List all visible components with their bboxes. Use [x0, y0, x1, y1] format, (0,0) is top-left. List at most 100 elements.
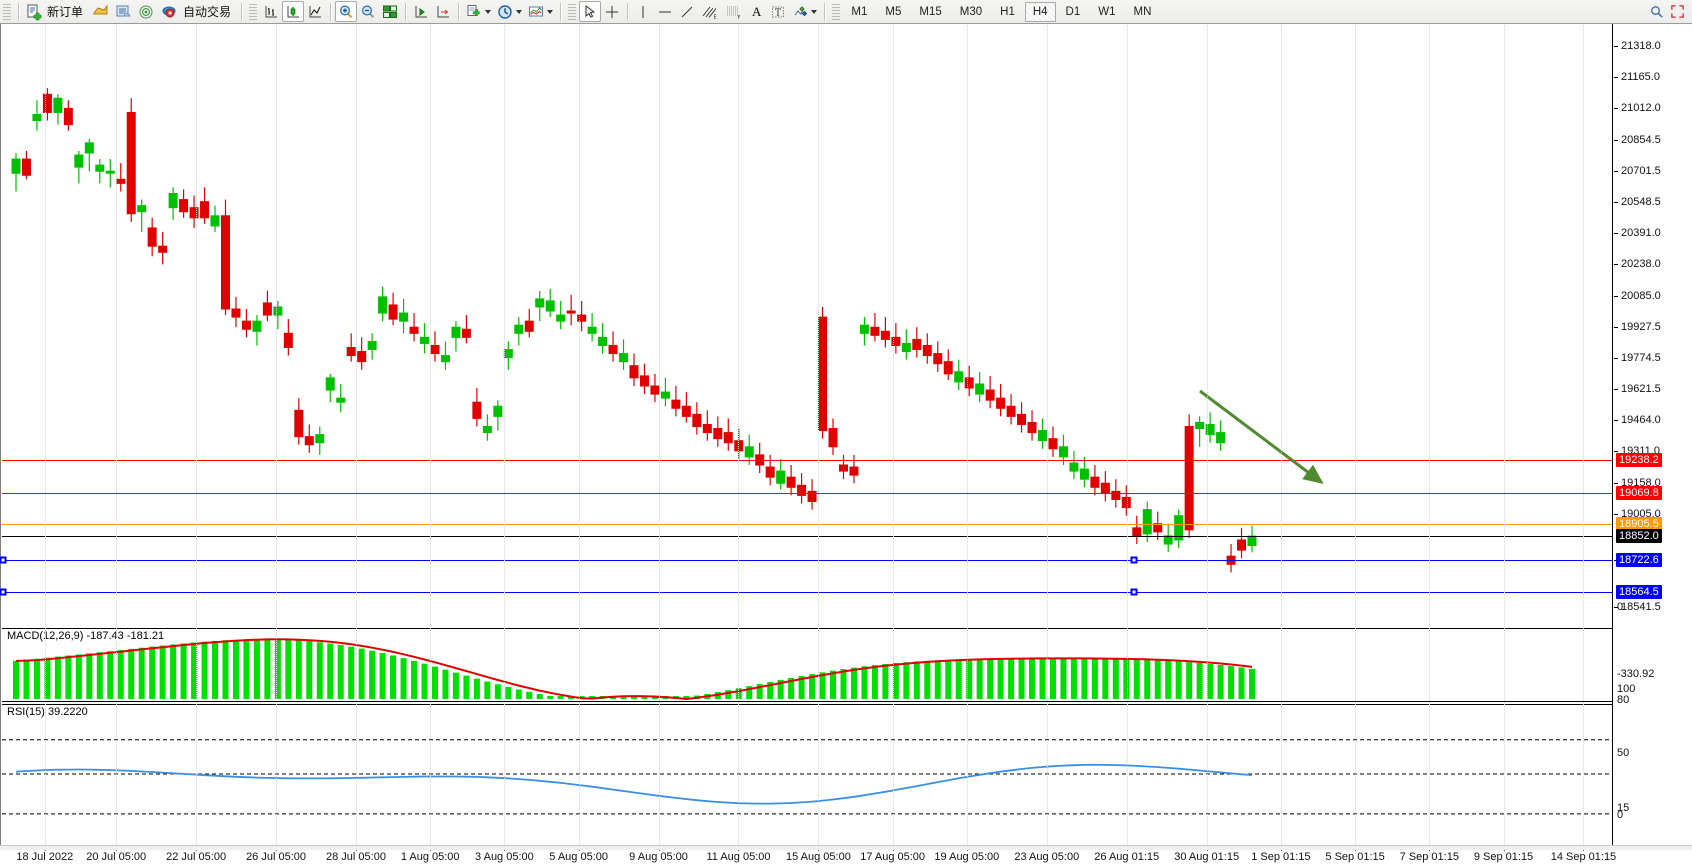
candle-body[interactable] — [964, 377, 974, 389]
timeframe-button-h4[interactable]: H4 — [1024, 1, 1056, 22]
candle-body[interactable] — [1247, 535, 1257, 547]
candle-body[interactable] — [776, 470, 786, 484]
candle-body[interactable] — [985, 389, 995, 401]
price-axis[interactable]: 21318.0 21165.0 21012.0 20854.5 20701.5 20548… — [1612, 24, 1692, 850]
candle-body[interactable] — [367, 340, 377, 351]
vertical-line-button[interactable] — [632, 1, 654, 22]
candle-body[interactable] — [95, 164, 105, 172]
candle-body[interactable] — [179, 199, 189, 213]
candle-body[interactable] — [807, 490, 817, 502]
templates-button[interactable] — [525, 1, 556, 22]
chart-shift-button[interactable] — [410, 1, 432, 22]
candle-body[interactable] — [828, 428, 838, 448]
candle-body[interactable] — [660, 391, 670, 399]
zoom-in-button[interactable] — [335, 1, 358, 22]
candle-body[interactable] — [241, 320, 251, 330]
rsi-pane[interactable]: RSI(15) 39.2220 — [2, 704, 1612, 846]
candle-body[interactable] — [577, 314, 587, 322]
candle-body[interactable] — [461, 328, 471, 338]
candle-body[interactable] — [786, 476, 796, 488]
price-line-resistance-1[interactable] — [2, 460, 1612, 461]
candle-body[interactable] — [1195, 421, 1205, 430]
candle-body[interactable] — [1090, 476, 1100, 488]
line-anchor-left[interactable] — [0, 588, 7, 596]
zoom-out-button[interactable] — [357, 1, 379, 22]
tile-windows-button[interactable] — [379, 1, 401, 22]
candle-body[interactable] — [493, 405, 503, 417]
timeframe-button-m30[interactable]: M30 — [959, 5, 983, 18]
candle-body[interactable] — [336, 397, 346, 403]
new-order-button[interactable]: 新订单 — [23, 1, 89, 22]
candle-body[interactable] — [420, 336, 430, 344]
candle-body[interactable] — [619, 353, 629, 363]
candle-body[interactable] — [273, 306, 283, 316]
candle-body[interactable] — [116, 178, 126, 184]
candle-body[interactable] — [765, 466, 775, 478]
data-window-button[interactable] — [112, 1, 135, 22]
candle-body[interactable] — [535, 298, 545, 308]
candle-body[interactable] — [503, 349, 513, 359]
candle-body[interactable] — [587, 326, 597, 334]
candle-body[interactable] — [304, 436, 314, 446]
candle-body[interactable] — [399, 312, 409, 322]
candle-body[interactable] — [294, 409, 304, 438]
candle-body[interactable] — [566, 310, 576, 314]
candle-body[interactable] — [545, 300, 555, 312]
candle-body[interactable] — [943, 361, 953, 375]
candle-body[interactable] — [409, 326, 419, 334]
candle-body[interactable] — [126, 111, 136, 215]
candle-body[interactable] — [1153, 523, 1163, 533]
candle-body[interactable] — [74, 154, 84, 168]
candle-body[interactable] — [954, 371, 964, 383]
price-line-resistance-2[interactable] — [2, 493, 1612, 494]
timeframe-button-h1[interactable]: H1 — [1000, 5, 1015, 18]
candle-body[interactable] — [859, 324, 869, 334]
candle-body[interactable] — [283, 332, 293, 348]
candle-body[interactable] — [1079, 468, 1089, 480]
candle-body[interactable] — [53, 97, 63, 113]
candle-body[interactable] — [440, 355, 450, 363]
price-level-tag-support-2[interactable]: 18564.5 — [1616, 585, 1662, 599]
candle-body[interactable] — [849, 466, 859, 476]
shapes-button[interactable] — [789, 1, 820, 22]
candle-body[interactable] — [168, 193, 178, 209]
line-anchor-right[interactable] — [1130, 588, 1138, 596]
candle-body[interactable] — [315, 434, 325, 444]
candle-body[interactable] — [1027, 421, 1037, 434]
candle-body[interactable] — [1237, 539, 1247, 551]
candle-body[interactable] — [639, 375, 649, 387]
candle-body[interactable] — [1058, 446, 1068, 458]
candle-body[interactable] — [252, 320, 262, 332]
candle-body[interactable] — [262, 302, 272, 316]
candle-body[interactable] — [11, 158, 21, 174]
candle-body[interactable] — [357, 351, 367, 363]
candle-body[interactable] — [231, 308, 241, 318]
toolbar-grip[interactable] — [568, 2, 577, 21]
price-line-support-2[interactable] — [2, 592, 1612, 593]
candle-body[interactable] — [556, 314, 566, 322]
timeframe-button-mn[interactable]: MN — [1133, 5, 1152, 18]
candle-body[interactable] — [105, 170, 115, 174]
chevron-down-icon[interactable] — [485, 9, 492, 14]
candle-body[interactable] — [137, 205, 147, 213]
candle-body[interactable] — [1038, 430, 1048, 442]
price-level-tag-resistance-2[interactable]: 19069.8 — [1616, 486, 1662, 500]
trendline-button[interactable] — [676, 1, 698, 22]
expert-advisor-button[interactable]: 自动交易 — [158, 1, 237, 22]
fibonacci-button[interactable]: F — [722, 1, 746, 22]
auto-scroll-button[interactable] — [432, 1, 454, 22]
horizontal-line-button[interactable] — [654, 1, 676, 22]
candle-body[interactable] — [1017, 413, 1027, 425]
candle-body[interactable] — [880, 330, 890, 340]
candle-body[interactable] — [378, 296, 388, 314]
price-level-tag-resistance-1[interactable]: 19238.2 — [1616, 453, 1662, 467]
candle-body[interactable] — [702, 423, 712, 434]
candle-body[interactable] — [32, 113, 42, 122]
candle-body[interactable] — [901, 342, 911, 353]
candle-body[interactable] — [189, 207, 199, 219]
timeframe-button-m15[interactable]: M15 — [919, 5, 942, 18]
toolbar-grip[interactable] — [832, 2, 841, 21]
fullscreen-button[interactable] — [1667, 1, 1688, 22]
candle-body[interactable] — [891, 336, 901, 346]
candle-body[interactable] — [1121, 496, 1131, 509]
